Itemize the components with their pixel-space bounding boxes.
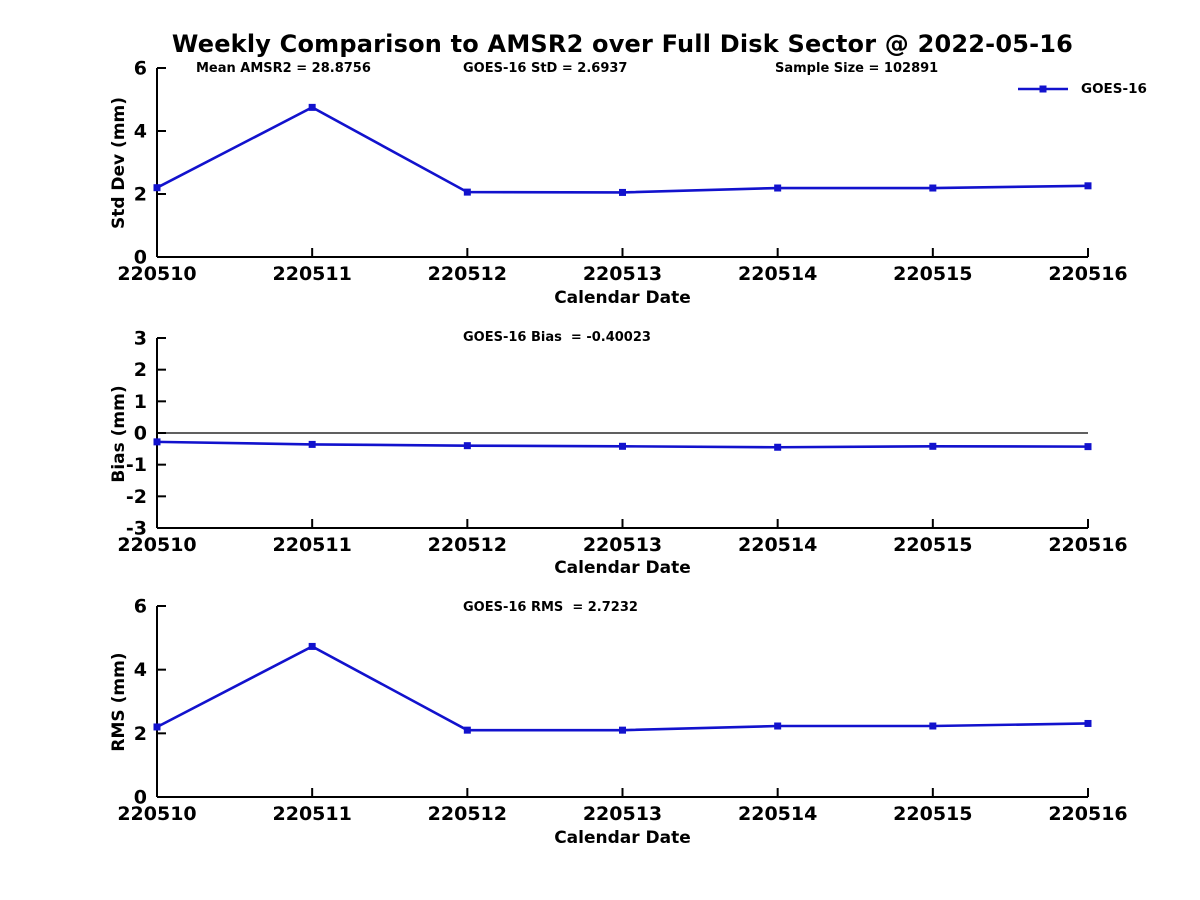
x-tick-label: 220511 <box>273 803 352 825</box>
x-tick-label: 220515 <box>893 534 972 556</box>
y-tick-label: 2 <box>134 184 147 206</box>
x-tick-label: 220516 <box>1048 263 1127 285</box>
x-tick-label: 220514 <box>738 534 817 556</box>
annotation-goes16-rms: GOES-16 RMS = 2.7232 <box>463 600 638 615</box>
data-line <box>156 644 1089 732</box>
ylabel-bias: Bias (mm) <box>109 385 129 483</box>
x-tick-label: 220513 <box>583 803 662 825</box>
annotation-mean-amsr2: Mean AMSR2 = 28.8756 <box>196 61 371 76</box>
y-tick-label: 2 <box>134 723 147 745</box>
x-tick-label: 220514 <box>738 263 817 285</box>
y-tick-label: 1 <box>134 391 147 413</box>
x-tick-label: 220510 <box>117 263 196 285</box>
y-tick-label: 2 <box>134 359 147 381</box>
y-tick-label: 0 <box>134 423 147 445</box>
data-point-marker <box>774 722 782 730</box>
xlabel-calendar-date-2: Calendar Date <box>554 558 691 578</box>
x-tick-label: 220513 <box>583 534 662 556</box>
y-tick-label: 6 <box>134 58 147 80</box>
legend-marker <box>1039 85 1047 93</box>
x-tick-label: 220511 <box>273 263 352 285</box>
y-tick-label: -2 <box>126 486 147 508</box>
x-tick-label: 220514 <box>738 803 817 825</box>
x-tick-label: 220512 <box>428 803 507 825</box>
data-point-marker <box>308 103 316 111</box>
x-tick-label: 220511 <box>273 534 352 556</box>
y-tick-label: -1 <box>126 454 147 476</box>
data-point-marker <box>308 440 316 448</box>
data-point-marker <box>619 442 626 450</box>
data-point-marker <box>619 188 626 196</box>
y-tick-label: 6 <box>134 596 147 618</box>
y-tick-label: 4 <box>134 659 147 681</box>
data-point-marker <box>153 438 161 446</box>
x-tick-label: 220510 <box>117 803 196 825</box>
data-point-marker <box>153 184 161 192</box>
y-tick-label: 0 <box>134 247 147 269</box>
data-point-marker <box>308 642 316 650</box>
x-tick-label: 220512 <box>428 534 507 556</box>
x-tick-label: 220515 <box>893 803 972 825</box>
x-tick-label: 220515 <box>893 263 972 285</box>
x-tick-label: 220512 <box>428 263 507 285</box>
y-tick-label: 3 <box>134 328 147 350</box>
annotation-goes16-bias: GOES-16 Bias = -0.40023 <box>463 330 651 345</box>
annotation-sample-size: Sample Size = 102891 <box>775 61 939 76</box>
ylabel-std-dev: Std Dev (mm) <box>109 96 129 230</box>
y-tick-label: 4 <box>134 121 147 143</box>
data-point-marker <box>463 726 471 734</box>
data-point-marker <box>1084 182 1092 190</box>
data-point-marker <box>774 443 782 451</box>
y-tick-label: 0 <box>134 787 147 809</box>
data-point-marker <box>929 722 937 730</box>
data-point-marker <box>774 184 782 192</box>
x-tick-label: 220513 <box>583 263 662 285</box>
data-point-marker <box>619 726 626 734</box>
legend-label: GOES-16 <box>1081 81 1147 97</box>
data-point-marker <box>1084 719 1092 727</box>
annotation-goes16-std: GOES-16 StD = 2.6937 <box>463 61 628 76</box>
xlabel-calendar-date-1: Calendar Date <box>554 288 691 308</box>
y-tick-label: -3 <box>126 518 147 540</box>
x-tick-label: 220516 <box>1048 534 1127 556</box>
data-line <box>156 105 1089 194</box>
data-point-marker <box>929 184 937 192</box>
data-point-marker <box>153 723 161 731</box>
data-point-marker <box>463 188 471 196</box>
data-point-marker <box>1084 443 1092 451</box>
x-tick-label: 220516 <box>1048 803 1127 825</box>
figure-title: Weekly Comparison to AMSR2 over Full Dis… <box>171 30 1074 58</box>
ylabel-rms: RMS (mm) <box>109 652 129 752</box>
x-tick-label: 220510 <box>117 534 196 556</box>
data-point-marker <box>929 442 937 450</box>
data-point-marker <box>463 442 471 450</box>
xlabel-calendar-date-3: Calendar Date <box>554 828 691 848</box>
